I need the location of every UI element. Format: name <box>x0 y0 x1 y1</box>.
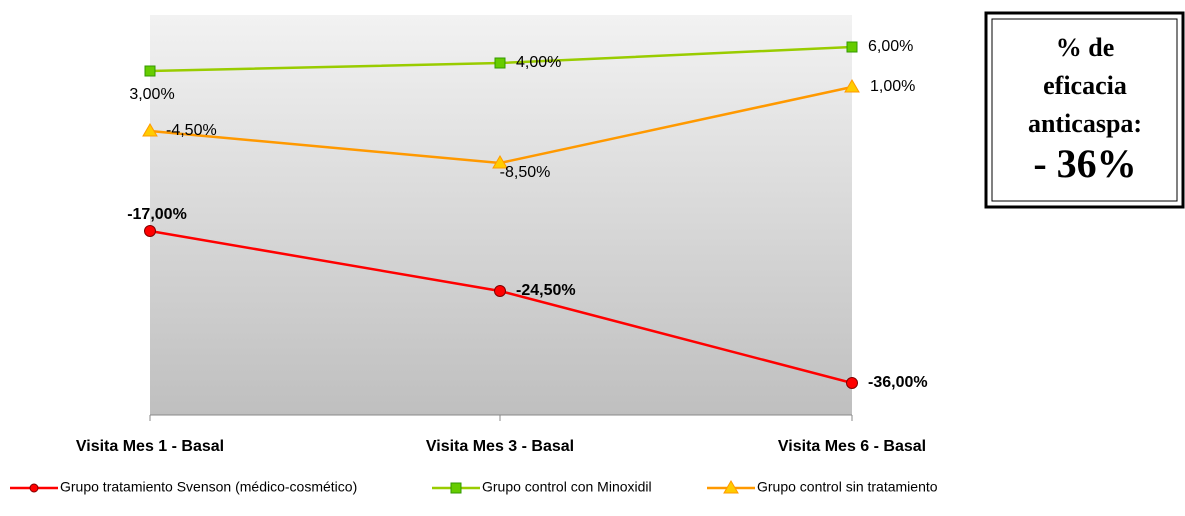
legend-label: Grupo control sin tratamiento <box>757 479 938 495</box>
annotation-line: - 36% <box>1033 141 1136 186</box>
legend-marker <box>29 483 39 493</box>
data-label: 6,00% <box>868 38 913 55</box>
legend-label: Grupo control con Minoxidil <box>482 479 652 495</box>
legend-marker <box>723 480 739 494</box>
series: -4,50% -8,50% 1,00% <box>142 78 915 181</box>
annotation-box: % de eficacia anticaspa: - 36% <box>984 11 1185 209</box>
marker <box>846 41 858 53</box>
marker <box>144 225 156 237</box>
annotation-line: eficacia <box>1043 71 1127 100</box>
marker <box>844 79 860 93</box>
marker <box>494 285 506 297</box>
series: -17,00% -24,50% -36,00% <box>127 206 927 391</box>
legend-item: Grupo control sin tratamiento <box>707 479 938 495</box>
legend-item: Grupo control con Minoxidil <box>432 479 652 495</box>
plot-area <box>150 15 852 415</box>
x-tick-label: Visita Mes 1 - Basal <box>76 438 224 455</box>
data-label: -36,00% <box>868 374 928 391</box>
x-tick-label: Visita Mes 3 - Basal <box>426 438 574 455</box>
marker <box>144 65 156 77</box>
data-label: -4,50% <box>166 122 217 139</box>
legend-item: Grupo tratamiento Svenson (médico-cosmét… <box>10 479 357 495</box>
marker <box>492 155 508 169</box>
data-label: -17,00% <box>127 206 187 223</box>
data-label: -24,50% <box>516 282 576 299</box>
data-label: 3,00% <box>129 86 174 103</box>
legend-label: Grupo tratamiento Svenson (médico-cosmét… <box>60 479 357 495</box>
data-label: -8,50% <box>500 164 551 181</box>
marker <box>494 57 506 69</box>
legend-marker <box>450 482 462 494</box>
annotation-line: % de <box>1056 33 1115 62</box>
marker <box>142 123 158 137</box>
data-label: 4,00% <box>516 54 561 71</box>
annotation-line: anticaspa: <box>1028 109 1142 138</box>
marker <box>846 377 858 389</box>
series: 3,00% 4,00% 6,00% <box>129 38 913 103</box>
x-tick-label: Visita Mes 6 - Basal <box>778 438 926 455</box>
data-label: 1,00% <box>870 78 915 95</box>
